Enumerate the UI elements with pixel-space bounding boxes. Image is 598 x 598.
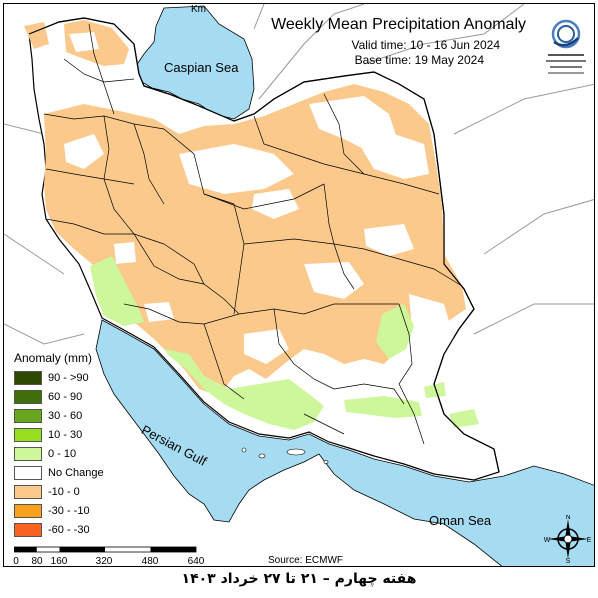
legend-swatch	[14, 522, 42, 537]
legend-swatch	[14, 370, 42, 385]
legend-swatch	[14, 484, 42, 499]
caspian-sea-label: Caspian Sea	[164, 60, 239, 75]
legend-item: -60 - -30	[11, 520, 121, 539]
no-change-patches	[64, 32, 454, 369]
province-boundaries	[43, 23, 463, 445]
legend-label: 10 - 30	[48, 428, 83, 441]
scale-unit: Km	[191, 4, 206, 15]
map-frame: Weekly Mean Precipitation Anomaly Valid …	[3, 3, 595, 567]
meteorological-organization-logo	[546, 19, 586, 74]
caspian-sea	[133, 5, 255, 120]
persian-caption: هفته چهارم – ۲۱ تا ۲۷ خرداد ۱۴۰۳	[181, 571, 417, 587]
scale-tick-label: 160	[50, 556, 68, 567]
legend-item: 90 - >90	[11, 368, 121, 387]
legend-item: 0 - 10	[11, 444, 121, 463]
legend-swatch	[14, 503, 42, 518]
oman-sea-label: Oman Sea	[429, 513, 492, 528]
iran-outline	[28, 17, 500, 473]
persian-gulf-and-oman-sea	[95, 319, 594, 566]
legend-label: No Change	[48, 466, 104, 479]
compass-s: S	[566, 558, 571, 563]
map-title: Weekly Mean Precipitation Anomaly	[271, 16, 526, 33]
compass-w: W	[544, 537, 551, 544]
surplus-areas	[90, 256, 479, 430]
legend-swatch	[14, 427, 42, 442]
scale-bar	[14, 546, 197, 553]
scale-tick-label: 0	[13, 556, 19, 567]
legend-item: 60 - 90	[11, 387, 121, 406]
legend-label: 0 - 10	[48, 447, 77, 460]
legend-item: No Change	[11, 463, 121, 482]
legend-label: 60 - 90	[48, 390, 83, 403]
legend-rows: 90 - >90 60 - 90 30 - 60 10 - 30 0 - 10 No Ch…	[11, 368, 121, 539]
legend-label: 90 - >90	[48, 371, 89, 384]
legend-swatch	[14, 389, 42, 404]
scale-tick-label: 640	[187, 556, 205, 567]
gulf-islands	[241, 447, 329, 464]
valid-time: Valid time: 10 - 16 Jun 2024	[351, 38, 500, 52]
legend-item: 10 - 30	[11, 425, 121, 444]
legend-item: -30 - -10	[11, 501, 121, 520]
legend-item: -10 - 0	[11, 482, 121, 501]
scale-tick-label: 320	[95, 556, 113, 567]
legend-label: 30 - 60	[48, 409, 83, 422]
compass-n: N	[565, 515, 570, 521]
legend-label: -60 - -30	[48, 523, 90, 536]
base-time: Base time: 19 May 2024	[354, 53, 484, 67]
compass-e: E	[587, 537, 592, 544]
legend-label: -30 - -10	[48, 504, 90, 517]
legend-label: -10 - 0	[48, 485, 80, 498]
legend-item: 30 - 60	[11, 406, 121, 425]
neighbor-borders	[4, 4, 594, 345]
scale-tick-label: 480	[141, 556, 159, 567]
legend-swatch	[14, 408, 42, 423]
precipitation-map	[4, 4, 594, 566]
compass-rose-icon: N S E W	[544, 515, 592, 563]
source-label: Source: ECMWF	[268, 555, 344, 566]
legend-title: Anomaly (mm)	[14, 351, 93, 365]
scale-tick-label: 80	[31, 556, 43, 567]
legend-swatch	[14, 465, 42, 480]
legend-swatch	[14, 446, 42, 461]
legend: Anomaly (mm) 90 - >90 60 - 90 30 - 60 10 - …	[11, 351, 121, 539]
